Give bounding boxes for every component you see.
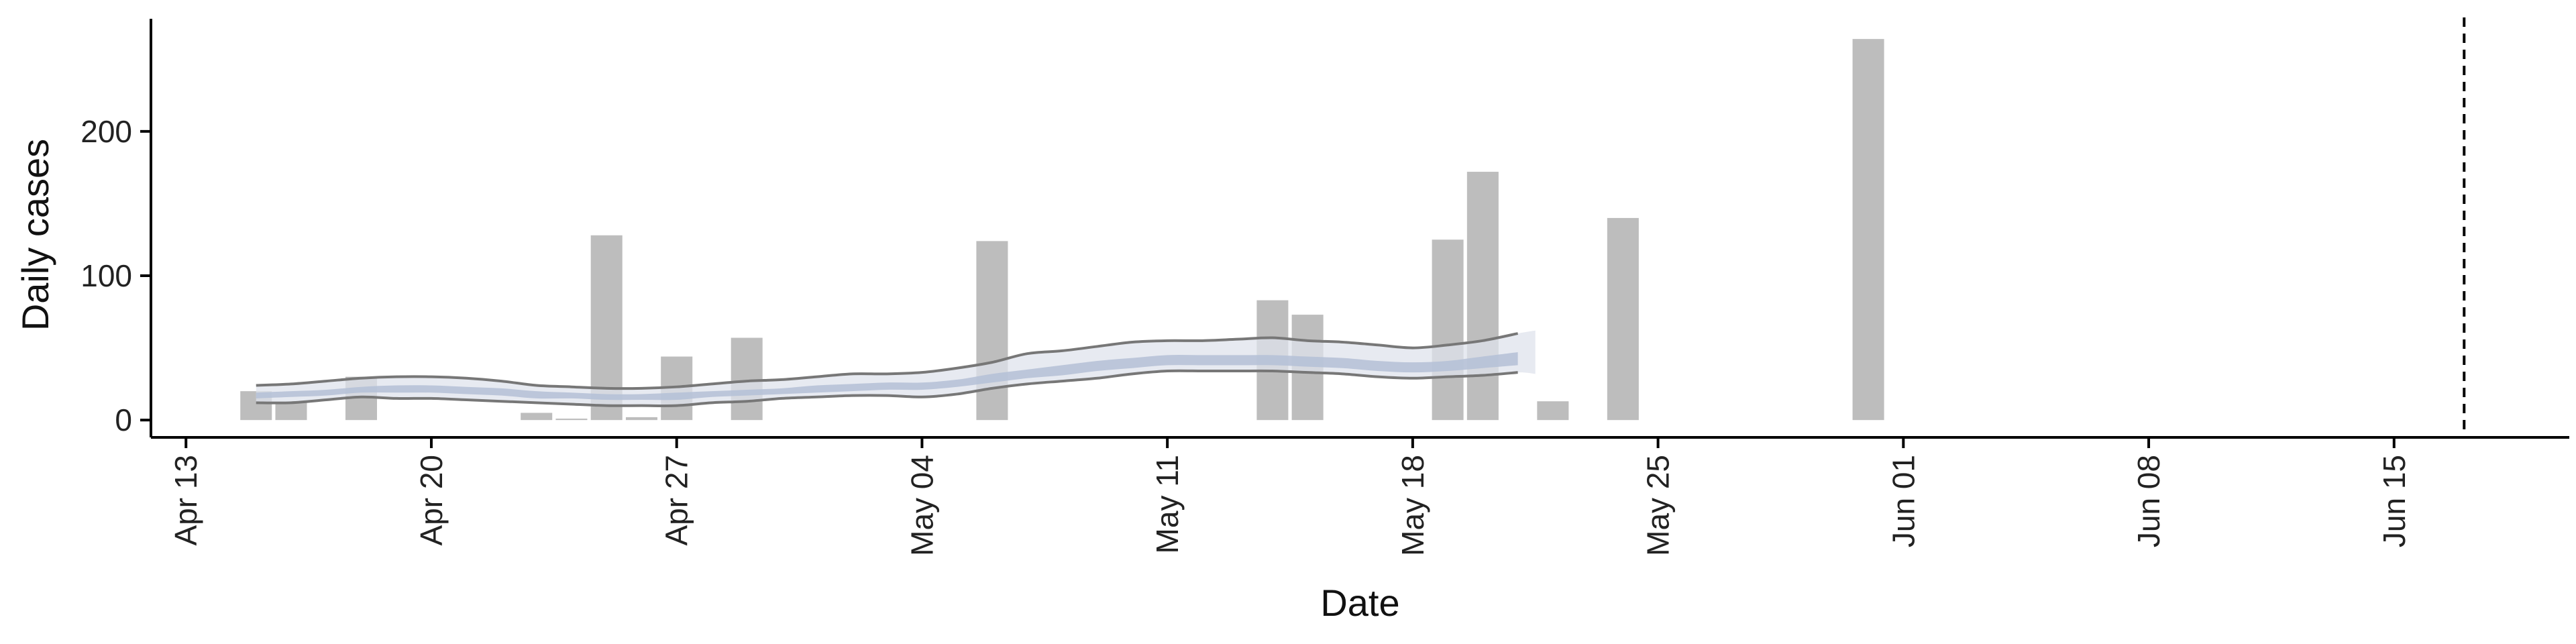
bar-2020-05-20 bbox=[1466, 172, 1499, 421]
x-axis-ticks: Apr 13 Apr 20 Apr 27 May 04 May 11 May 18 May … bbox=[168, 437, 2412, 556]
y-axis-ticks: 0 100 200 bbox=[80, 114, 151, 437]
outer-upper-line bbox=[256, 332, 1519, 390]
bar-2020-05-19 bbox=[1432, 239, 1464, 421]
x-tick-label: May 25 bbox=[1641, 455, 1676, 556]
bar-2020-05-31 bbox=[1852, 39, 1884, 421]
x-tick-label: Jun 15 bbox=[2377, 455, 2412, 547]
bar-2020-04-24 bbox=[555, 419, 588, 421]
bar-2020-04-26 bbox=[625, 417, 657, 421]
x-tick-label: Jun 08 bbox=[2131, 455, 2166, 547]
y-tick-label: 200 bbox=[80, 114, 132, 149]
estimate-ribbons bbox=[256, 330, 1536, 407]
x-tick-label: May 18 bbox=[1395, 455, 1430, 556]
outer-ribbon bbox=[256, 330, 1536, 406]
x-tick-label: Jun 01 bbox=[1886, 455, 1921, 547]
axes: Apr 13 Apr 20 Apr 27 May 04 May 11 May 18 May … bbox=[80, 19, 2569, 556]
bar-2020-04-16 bbox=[275, 402, 307, 421]
y-tick-label: 0 bbox=[115, 402, 132, 437]
x-tick-label: May 11 bbox=[1150, 455, 1185, 553]
y-axis-title: Daily cases bbox=[14, 139, 56, 331]
x-tick-label: Apr 27 bbox=[659, 455, 694, 546]
y-tick-label: 100 bbox=[80, 258, 132, 293]
bar-2020-05-22 bbox=[1537, 401, 1569, 421]
inner-ribbon bbox=[256, 352, 1518, 400]
bar-2020-04-23 bbox=[521, 413, 553, 421]
x-tick-label: May 04 bbox=[904, 455, 939, 556]
x-tick-label: Apr 13 bbox=[168, 455, 203, 546]
bar-2020-05-24 bbox=[1607, 217, 1639, 421]
x-axis-title: Date bbox=[1320, 582, 1399, 624]
x-tick-label: Apr 20 bbox=[414, 455, 449, 546]
outer-lower-line bbox=[256, 369, 1518, 407]
bar-2020-04-29 bbox=[731, 337, 763, 421]
bar-2020-05-06 bbox=[976, 241, 1008, 421]
